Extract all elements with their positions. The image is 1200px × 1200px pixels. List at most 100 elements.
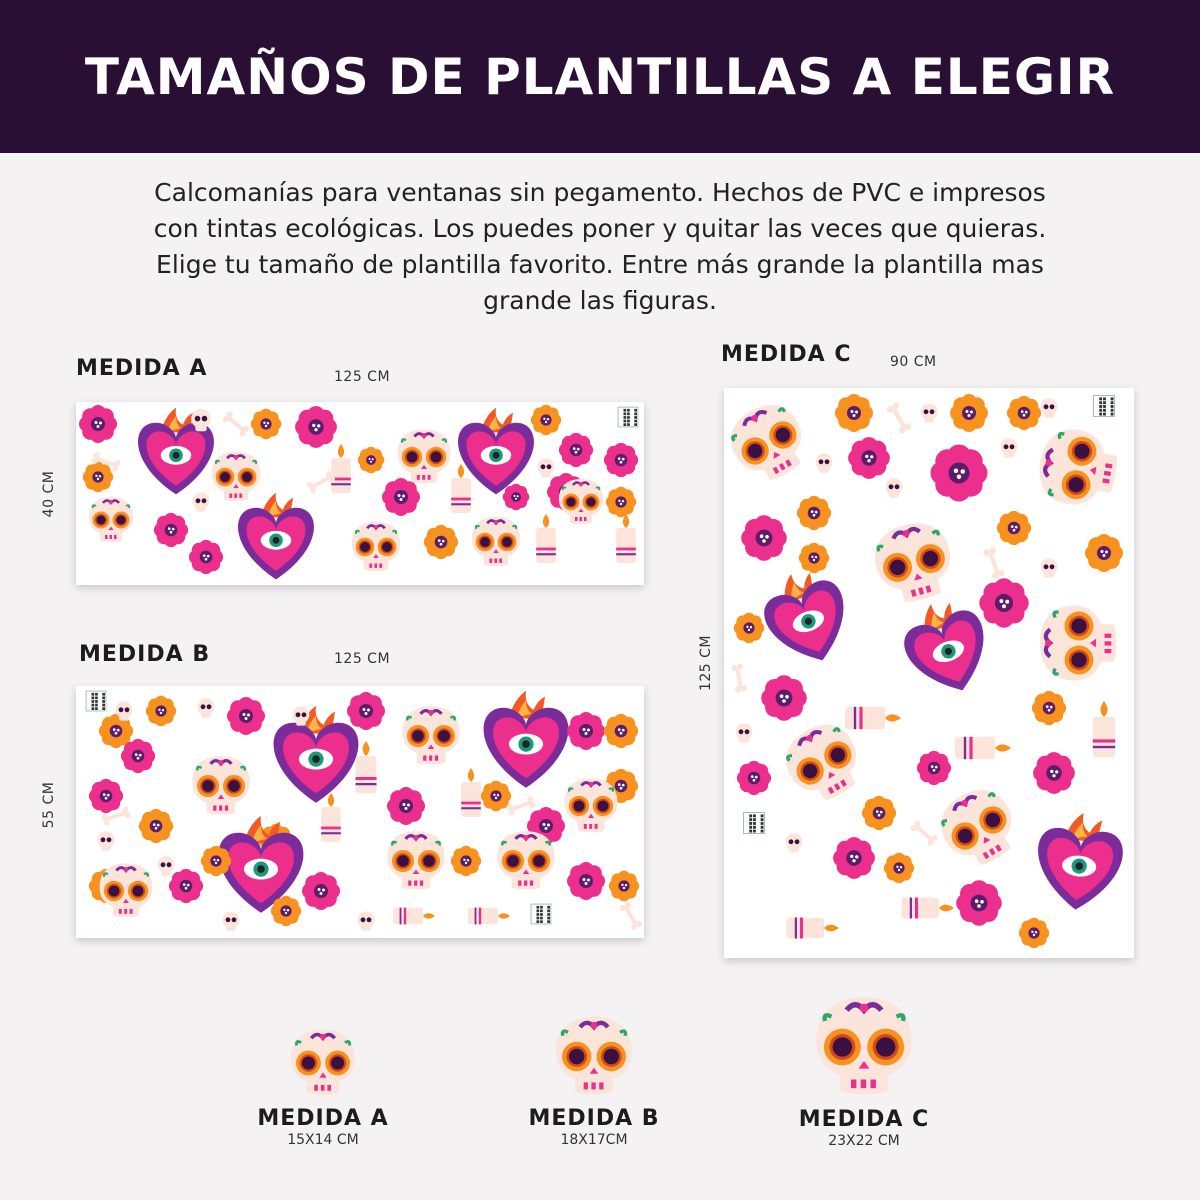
template-c-label: MEDIDA C	[721, 342, 852, 367]
sugar-skull-icon	[786, 724, 857, 800]
flower-icon	[250, 408, 282, 440]
template-b-sheet[interactable]	[76, 686, 644, 938]
bone-icon	[983, 547, 1005, 579]
flower-icon	[1085, 534, 1123, 572]
sacred-heart-icon	[238, 492, 314, 580]
small-skull-icon	[1040, 398, 1058, 418]
template-c-sheet[interactable]	[724, 388, 1134, 958]
skull-size-b-dimensions: 18X17CM	[560, 1132, 628, 1148]
sugar-skull-icon	[99, 863, 153, 918]
template-b-label: MEDIDA B	[79, 642, 211, 667]
small-skull-icon	[815, 453, 833, 473]
flower-icon	[1031, 690, 1067, 726]
candle-icon	[321, 793, 341, 842]
sugar-skull-icon	[471, 516, 521, 567]
template-a-width: 125 CM	[334, 369, 391, 385]
small-skull-icon	[1040, 558, 1058, 578]
flower-icon	[387, 787, 425, 825]
sugar-skull-icon	[192, 756, 250, 815]
flower-icon	[1033, 752, 1075, 794]
flower-icon	[270, 895, 302, 927]
skull-size-a: MEDIDA A 15X14 CM	[248, 1028, 398, 1148]
skull-size-c: MEDIDA C 23X22 CM	[789, 995, 939, 1149]
flower-icon	[861, 795, 897, 831]
flower-icon	[603, 768, 639, 804]
candle-icon	[616, 514, 636, 563]
flower-icon	[848, 437, 890, 479]
flower-icon	[558, 432, 594, 468]
flower-icon	[741, 515, 787, 561]
small-skull-icon	[785, 833, 803, 853]
small-skull-icon	[292, 706, 310, 726]
page-title: TAMAÑOS DE PLANTILLAS A ELEGIR	[84, 47, 1116, 106]
candle-icon	[392, 907, 436, 925]
flower-icon	[302, 872, 340, 910]
candle-icon	[844, 706, 902, 730]
candle-icon	[1092, 701, 1116, 757]
flower-icon	[138, 808, 174, 844]
sacred-heart-icon	[483, 690, 569, 788]
flower-icon	[883, 852, 915, 884]
template-a-sheet[interactable]	[76, 402, 644, 585]
flower-icon	[979, 578, 1029, 628]
candle-icon	[461, 768, 481, 817]
qr-code-icon	[743, 812, 765, 834]
flower-icon	[527, 807, 565, 845]
bone-icon	[91, 452, 121, 472]
small-skull-icon	[1000, 438, 1018, 458]
sugar-skull-icon	[290, 1029, 356, 1095]
flower-icon	[567, 712, 605, 750]
flower-icon	[736, 760, 772, 796]
skull-size-c-label: MEDIDA C	[798, 1107, 930, 1132]
flower-icon	[200, 845, 232, 877]
skull-size-b-label: MEDIDA B	[528, 1106, 660, 1131]
sacred-heart-icon	[138, 407, 214, 495]
sugar-skull-icon	[211, 451, 261, 502]
candle-icon	[901, 897, 954, 919]
flower-icon	[833, 837, 875, 879]
flower-icon	[82, 461, 114, 493]
small-skull-icon	[735, 723, 753, 743]
skull-size-a-label: MEDIDA A	[257, 1106, 389, 1131]
bone-icon	[731, 663, 747, 693]
flower-icon	[382, 478, 420, 516]
template-c-height: 125 CM	[698, 634, 714, 692]
small-skull-icon	[191, 408, 211, 432]
small-skull-icon	[537, 458, 555, 478]
sugar-skull-icon	[875, 523, 950, 602]
flower-icon	[798, 542, 830, 574]
sacred-heart-icon	[764, 572, 844, 661]
flower-icon	[530, 404, 562, 436]
sugar-skull-icon	[89, 497, 133, 542]
flower-icon	[835, 394, 873, 432]
sugar-skull-icon	[397, 429, 451, 484]
qr-code-icon	[85, 690, 107, 712]
sugar-skull-icon	[402, 706, 460, 765]
sacred-heart-icon	[904, 602, 984, 691]
sacred-heart-icon	[218, 815, 304, 913]
flower-icon	[608, 870, 640, 902]
candle-icon	[954, 736, 1012, 760]
skull-size-c-dimensions: 23X22 CM	[828, 1133, 900, 1149]
flower-icon	[567, 862, 605, 900]
candle-icon	[451, 464, 471, 513]
flower-icon	[227, 697, 265, 735]
flower-icon	[295, 406, 337, 448]
flower-icon	[347, 692, 385, 730]
template-b-width: 125 CM	[334, 651, 391, 667]
flower-icon	[605, 486, 637, 518]
small-skull-icon	[222, 911, 240, 931]
flower-icon	[480, 780, 512, 812]
flower-icon	[930, 444, 988, 502]
bone-icon	[101, 806, 131, 826]
flower-icon	[996, 510, 1032, 546]
flower-icon	[603, 713, 639, 749]
flower-icon	[796, 495, 832, 531]
sacred-heart-icon	[1038, 813, 1123, 910]
skull-size-a-dimensions: 15X14 CM	[287, 1132, 359, 1148]
bone-icon	[506, 796, 536, 816]
sugar-skull-icon	[555, 1016, 633, 1095]
template-a-label: MEDIDA A	[76, 356, 208, 381]
candle-icon	[536, 514, 556, 563]
candle-icon	[786, 917, 839, 939]
